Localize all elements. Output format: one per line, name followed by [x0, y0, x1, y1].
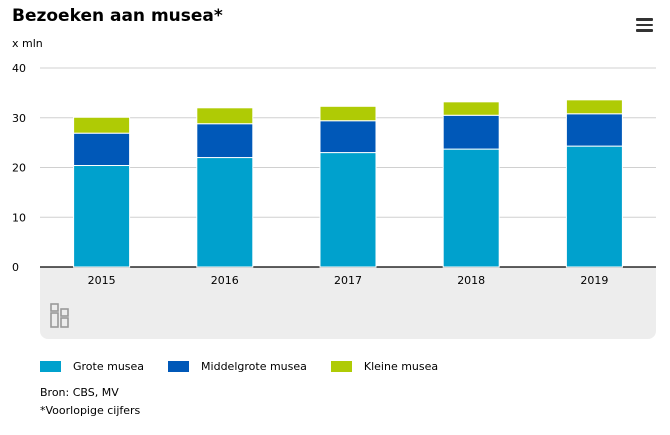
bar-middelgrote-musea-2018 [442, 114, 500, 150]
bar-kleine-musea-2019 [565, 99, 623, 115]
y-tick-label: 20 [12, 162, 26, 175]
legend-label: Grote musea [73, 360, 145, 373]
unit-label: x mln [12, 37, 43, 50]
legend-swatch [40, 361, 61, 372]
legend-item-kleine-musea[interactable]: Kleine musea [330, 360, 439, 373]
bar-middelgrote-musea-2019 [565, 113, 623, 147]
chart-canvas: 0 10 20 30 40 2015 2016 2017 2018 2019 [12, 62, 656, 287]
x-tick-label: 2018 [457, 274, 485, 287]
x-tick-label: 2019 [580, 274, 608, 287]
legend-item-middelgrote-musea[interactable]: Middelgrote musea [168, 360, 307, 373]
bar-middelgrote-musea-2017 [319, 120, 377, 154]
bar-grote-musea-2018 [442, 148, 500, 268]
hamburger-menu-icon[interactable] [636, 18, 653, 32]
bar-grote-musea-2019 [565, 145, 623, 268]
bar-kleine-musea-2015 [73, 116, 131, 134]
y-tick-label: 30 [12, 112, 26, 125]
x-tick-label: 2016 [211, 274, 239, 287]
footnote-text: *Voorlopige cijfers [40, 404, 141, 417]
bar-grote-musea-2017 [319, 152, 377, 268]
cbs-logo-icon [50, 303, 69, 328]
x-tick-label: 2015 [88, 274, 116, 287]
x-axis-ticks: 2015 2016 2017 2018 2019 [88, 274, 609, 287]
y-tick-label: 40 [12, 62, 26, 75]
bars [73, 99, 623, 268]
bar-kleine-musea-2016 [196, 107, 254, 125]
y-tick-label: 0 [12, 261, 19, 274]
y-tick-label: 10 [12, 211, 26, 224]
y-axis-ticks: 0 10 20 30 40 [12, 62, 26, 274]
bar-kleine-musea-2017 [319, 105, 377, 122]
bar-middelgrote-musea-2015 [73, 132, 131, 167]
chart-title: Bezoeken aan musea* [12, 6, 223, 26]
legend: Grote musea Middelgrote musea Kleine mus… [40, 360, 438, 373]
bar-grote-musea-2015 [73, 165, 131, 268]
bar-middelgrote-musea-2016 [196, 123, 254, 159]
source-text: Bron: CBS, MV [40, 386, 119, 399]
legend-label: Kleine musea [363, 360, 439, 373]
legend-label: Middelgrote musea [201, 360, 307, 373]
x-tick-label: 2017 [334, 274, 362, 287]
legend-swatch [168, 361, 190, 372]
bar-grote-musea-2016 [196, 157, 254, 268]
plot-footer-background [40, 267, 656, 339]
legend-item-grote-musea[interactable]: Grote musea [40, 360, 144, 373]
bar-kleine-musea-2018 [442, 101, 500, 116]
legend-swatch [330, 361, 352, 372]
